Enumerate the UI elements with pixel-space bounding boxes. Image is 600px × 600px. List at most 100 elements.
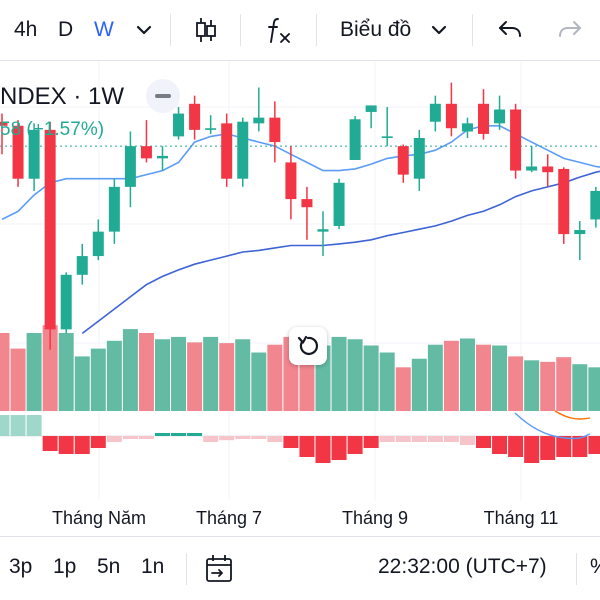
candlestick-chart-icon[interactable] bbox=[190, 14, 222, 46]
volume-bar bbox=[219, 343, 235, 411]
indicators-fx-icon[interactable] bbox=[263, 14, 295, 46]
candle-body bbox=[478, 103, 489, 134]
volume-bar bbox=[588, 367, 600, 411]
macd-histogram-bar bbox=[219, 436, 235, 441]
chevron-down-icon[interactable] bbox=[128, 14, 160, 46]
macd-histogram-bar bbox=[331, 436, 347, 460]
volume-bar bbox=[524, 360, 540, 411]
interval-4h-button[interactable]: 4h bbox=[14, 18, 38, 41]
candle-body bbox=[461, 123, 473, 132]
redo-icon[interactable] bbox=[554, 14, 586, 46]
volume-bar bbox=[122, 329, 138, 411]
candle-body bbox=[333, 182, 345, 226]
volume-bar bbox=[106, 340, 122, 411]
volume-bar bbox=[10, 348, 26, 411]
candle-body bbox=[494, 109, 506, 124]
candle-body bbox=[542, 166, 554, 173]
candle-body bbox=[221, 123, 233, 179]
candle-body bbox=[510, 109, 522, 171]
bottom-divider bbox=[576, 553, 577, 585]
macd-histogram-bar bbox=[347, 436, 363, 454]
volume-bar bbox=[459, 338, 475, 411]
macd-histogram-bar bbox=[363, 436, 379, 448]
macd-histogram-bar bbox=[251, 436, 267, 439]
candle-body bbox=[526, 166, 538, 171]
macd-histogram-bar bbox=[267, 436, 283, 442]
volume-bar bbox=[427, 344, 443, 411]
go-to-date-calendar-icon[interactable] bbox=[202, 552, 236, 586]
macd-histogram-bar bbox=[411, 436, 427, 442]
minus-icon bbox=[155, 94, 171, 98]
range-1n-button[interactable]: 1n bbox=[141, 555, 165, 578]
candle-body bbox=[92, 231, 104, 257]
volume-bar bbox=[347, 339, 363, 411]
percent-scale-toggle[interactable]: % bbox=[590, 555, 600, 579]
macd-histogram-bar bbox=[203, 436, 219, 442]
undo-icon[interactable] bbox=[494, 14, 526, 46]
x-axis-label-july: Tháng 7 bbox=[195, 508, 263, 528]
macd-histogram-bar bbox=[556, 436, 572, 457]
price-chart[interactable] bbox=[0, 61, 600, 536]
volume-bar bbox=[267, 344, 283, 411]
macd-histogram-bar bbox=[524, 436, 540, 463]
volume-bar bbox=[0, 333, 10, 411]
toolbar-divider bbox=[316, 14, 317, 46]
range-1p-button[interactable]: 1p bbox=[53, 555, 77, 578]
interval-w-button[interactable]: W bbox=[94, 18, 114, 41]
range-3p-button[interactable]: 3p bbox=[9, 555, 33, 578]
bottom-divider bbox=[186, 553, 187, 585]
macd-histogram-bar bbox=[572, 436, 588, 457]
volume-bar bbox=[411, 358, 427, 411]
macd-histogram-bar bbox=[106, 436, 122, 442]
macd-histogram-bar bbox=[187, 433, 203, 436]
volume-bar bbox=[492, 345, 508, 411]
candle-body bbox=[253, 117, 265, 124]
volume-bar bbox=[395, 367, 411, 411]
top-toolbar: 4h D W Biểu đồ bbox=[0, 0, 600, 60]
macd-histogram-bar bbox=[42, 436, 58, 451]
volume-bar bbox=[187, 342, 203, 411]
volume-bar bbox=[476, 344, 491, 411]
candle-body bbox=[349, 119, 361, 160]
legend-collapse-button[interactable] bbox=[146, 79, 180, 113]
toolbar-divider bbox=[240, 14, 241, 46]
chart-type-chevron-down-icon[interactable] bbox=[423, 14, 455, 46]
volume-bar bbox=[90, 348, 106, 411]
volume-bar bbox=[74, 356, 90, 411]
x-axis-label-may: Tháng Năm bbox=[51, 508, 147, 528]
candle-body bbox=[590, 190, 600, 220]
macd-histogram-bar bbox=[90, 436, 106, 448]
toolbar-divider bbox=[170, 14, 171, 46]
macd-histogram-bar bbox=[443, 436, 459, 442]
macd-histogram-bar bbox=[26, 415, 42, 436]
bottom-toolbar: 3p 1p 5n 1n 22:32:00 (UTC+7) % bbox=[0, 536, 600, 600]
candle-body bbox=[413, 138, 425, 179]
chart-type-dropdown-label[interactable]: Biểu đồ bbox=[340, 18, 412, 41]
candle-body bbox=[558, 168, 570, 235]
macd-histogram-bar bbox=[379, 436, 395, 442]
toolbar-divider bbox=[472, 14, 473, 46]
macd-histogram-bar bbox=[459, 436, 475, 445]
macd-histogram-bar bbox=[0, 415, 10, 436]
range-5n-button[interactable]: 5n bbox=[97, 555, 121, 578]
candle-body bbox=[237, 121, 249, 179]
reset-chart-button[interactable] bbox=[289, 327, 327, 365]
candle-body bbox=[574, 230, 586, 235]
volume-bar bbox=[251, 352, 267, 411]
macd-histogram-bar bbox=[283, 436, 299, 448]
interval-d-button[interactable]: D bbox=[58, 18, 74, 41]
volume-bar bbox=[379, 352, 395, 411]
clock-timezone[interactable]: 22:32:00 (UTC+7) bbox=[378, 555, 547, 578]
volume-bar bbox=[572, 364, 588, 411]
macd-histogram-bar bbox=[299, 436, 315, 457]
candle-body bbox=[317, 229, 329, 232]
volume-bar bbox=[508, 356, 524, 411]
chart-area[interactable]: NDEX · 1W 58 (+1.57%) Tháng Năm Tháng 7 … bbox=[0, 60, 600, 535]
macd-line bbox=[514, 412, 591, 440]
macd-histogram-bar bbox=[138, 436, 154, 439]
candle-body bbox=[76, 256, 88, 275]
moving-average-slow-line bbox=[81, 170, 600, 335]
candle-body bbox=[397, 146, 409, 175]
candle-body bbox=[445, 103, 457, 129]
candle-body bbox=[381, 136, 393, 138]
